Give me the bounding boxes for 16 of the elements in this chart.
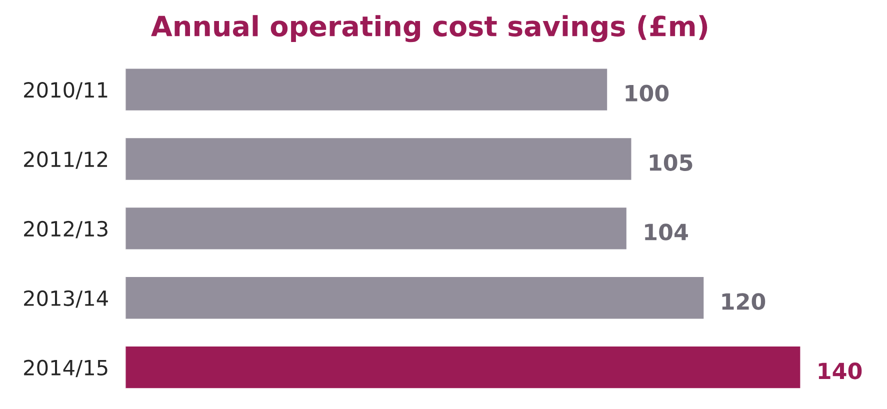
y-tick-label: 2013/14	[24, 290, 108, 308]
y-tick-label: 2012/13	[24, 220, 108, 238]
y-tick-label: 2014/15	[24, 360, 108, 378]
data-label: 105	[650, 154, 692, 171]
bar	[125, 136, 633, 182]
data-label: 120	[722, 293, 766, 310]
data-label: 100	[626, 84, 669, 102]
bar	[125, 276, 706, 320]
data-label: 140	[818, 362, 862, 380]
bar	[125, 345, 802, 390]
bar	[125, 206, 628, 251]
y-tick-label: 2010/11	[24, 82, 108, 100]
y-tick-label: 2011/12	[24, 151, 108, 169]
chart-title: Annual operating cost savings (£m)	[151, 15, 708, 42]
data-label: 104	[645, 224, 688, 240]
bar	[125, 67, 608, 112]
